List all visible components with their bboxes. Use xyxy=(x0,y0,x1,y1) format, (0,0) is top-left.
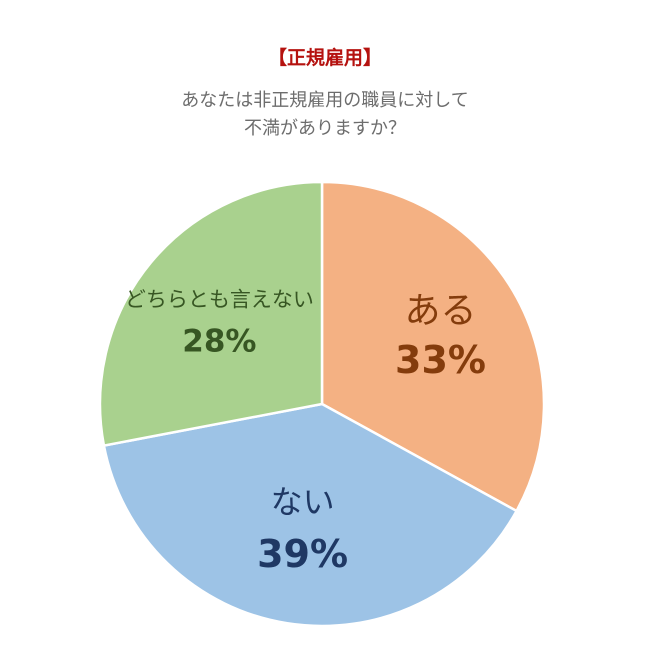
chart-subtitle-line-1: あなたは非正規雇用の職員に対して xyxy=(181,90,469,111)
pie-slice-percent-2: 39% xyxy=(257,532,348,576)
pie-slice-label-2: ない xyxy=(271,483,335,521)
pie-slice-percent-1: 33% xyxy=(395,338,486,382)
pie-slice-3 xyxy=(98,180,324,448)
pie-slice-label-1: ある xyxy=(404,291,476,332)
pie-slice-2 xyxy=(102,402,519,628)
pie-slice-1 xyxy=(320,180,546,513)
pie-slice-label-3: どちらとも言えない xyxy=(125,287,314,311)
pie-slice-percent-3: 28% xyxy=(182,324,256,360)
chart-title: 【正規雇用】 xyxy=(267,47,382,69)
chart-subtitle-line-2: 不満がありますか？ xyxy=(244,118,406,139)
